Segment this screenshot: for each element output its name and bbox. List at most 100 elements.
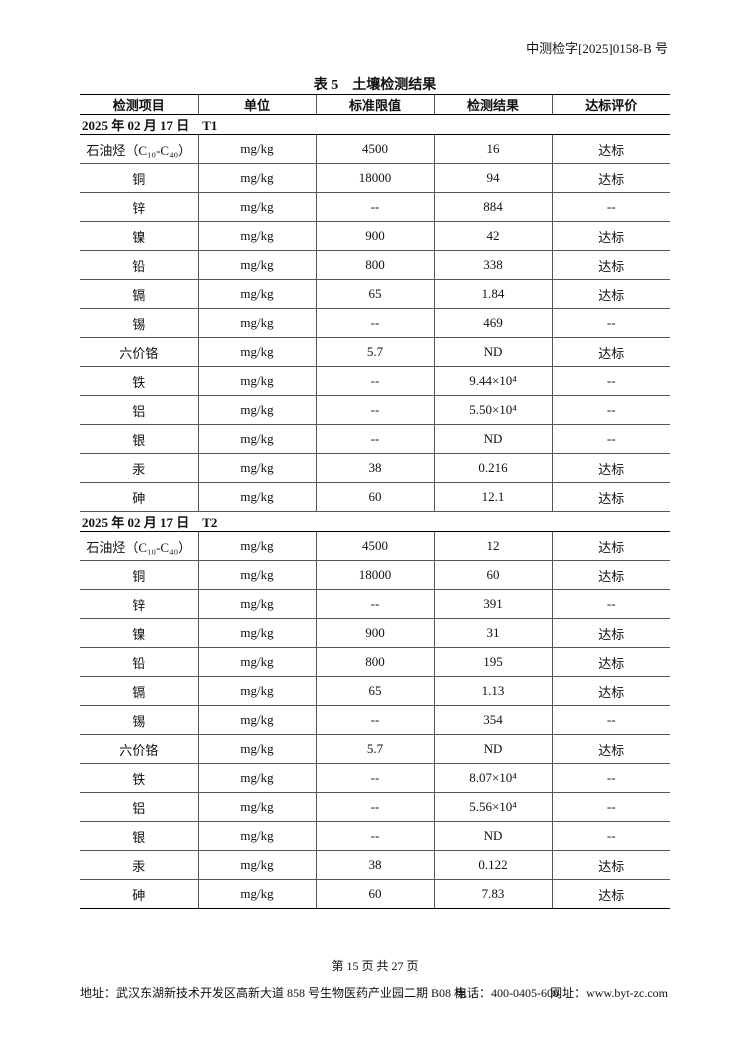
cell: 391 [433,589,552,619]
cell: 汞 [80,453,198,483]
cell: mg/kg [197,879,316,909]
cell: 六价铬 [80,734,198,764]
cell: 18000 [315,163,434,193]
data-row: 锌 mg/kg -- 391 -- [80,589,670,619]
cell: 镍 [80,221,198,251]
cell: 达标 [551,453,670,483]
cell: 1.84 [433,279,552,309]
cell: 锡 [80,308,198,338]
cell: 锌 [80,192,198,222]
cell: ND [433,337,552,367]
cell: mg/kg [197,424,316,454]
cell: -- [315,589,434,619]
section-row: 2025 年 02 月 17 日 T2 [80,511,670,532]
column-header: 检测结果 [433,94,552,115]
data-row: 银 mg/kg -- ND -- [80,424,670,454]
cell: 达标 [551,676,670,706]
cell: -- [551,763,670,793]
cell: 0.216 [433,453,552,483]
cell: 800 [315,250,434,280]
cell: 12.1 [433,482,552,512]
website: 网址：www.byt-zc.com [550,986,668,1000]
cell: mg/kg [197,647,316,677]
cell: mg/kg [197,676,316,706]
cell: 达标 [551,618,670,648]
cell: 达标 [551,879,670,909]
data-row: 铝 mg/kg -- 5.56×10⁴ -- [80,792,670,822]
report-number: 中测检字[2025]0158-B 号 [526,41,668,56]
cell: 达标 [551,647,670,677]
data-row: 铅 mg/kg 800 195 达标 [80,647,670,677]
cell: 银 [80,821,198,851]
cell: 38 [315,453,434,483]
cell: mg/kg [197,279,316,309]
cell: -- [551,192,670,222]
cell: -- [315,705,434,735]
data-row: 铜 mg/kg 18000 94 达标 [80,163,670,193]
cell: -- [551,366,670,396]
table-title: 表 5 土壤检测结果 [313,78,437,93]
cell: 达标 [551,279,670,309]
cell: 60 [315,879,434,909]
cell: 锡 [80,705,198,735]
cell: mg/kg [197,792,316,822]
cell: 5.56×10⁴ [433,792,552,822]
cell: mg/kg [197,308,316,338]
data-row: 镍 mg/kg 900 42 达标 [80,221,670,251]
cell: 六价铬 [80,337,198,367]
cell: 65 [315,279,434,309]
section-label: 2025 年 02 月 17 日 T1 [80,114,670,135]
column-header: 检测项目 [80,94,198,115]
cell: 0.122 [433,850,552,880]
cell: 铅 [80,647,198,677]
cell: -- [315,192,434,222]
cell: 884 [433,192,552,222]
cell: -- [551,589,670,619]
cell: 1.13 [433,676,552,706]
cell: mg/kg [197,192,316,222]
cell: 铝 [80,395,198,425]
cell: 达标 [551,531,670,561]
cell: mg/kg [197,734,316,764]
cell: mg/kg [197,763,316,793]
column-header: 达标评价 [551,94,670,115]
results-table: 检测项目 单位 标准限值 检测结果 达标评价 2025 年 02 月 17 日 T1 石油… [80,94,670,909]
cell: 铜 [80,560,198,590]
cell: mg/kg [197,618,316,648]
cell: mg/kg [197,589,316,619]
cell: 砷 [80,482,198,512]
data-row: 铝 mg/kg -- 5.50×10⁴ -- [80,395,670,425]
phone: 电话：400-0405-606 [455,986,559,1000]
cell: 4500 [315,134,434,164]
cell: 砷 [80,879,198,909]
cell: mg/kg [197,221,316,251]
cell: 达标 [551,221,670,251]
data-row: 镍 mg/kg 900 31 达标 [80,618,670,648]
cell: 469 [433,308,552,338]
cell: ND [433,821,552,851]
cell: 铝 [80,792,198,822]
cell: 达标 [551,163,670,193]
cell: mg/kg [197,395,316,425]
cell: 达标 [551,850,670,880]
cell: 354 [433,705,552,735]
cell: 31 [433,618,552,648]
data-row: 六价铬 mg/kg 5.7 ND 达标 [80,734,670,764]
cell: 5.7 [315,734,434,764]
data-row: 银 mg/kg -- ND -- [80,821,670,851]
cell: 9.44×10⁴ [433,366,552,396]
cell: mg/kg [197,531,316,561]
cell: -- [551,395,670,425]
cell: 达标 [551,560,670,590]
cell: 达标 [551,734,670,764]
data-row: 石油烃（C₁₀-C₄₀） mg/kg 4500 16 达标 [80,134,670,164]
cell: -- [315,395,434,425]
cell: ND [433,734,552,764]
cell: 铅 [80,250,198,280]
cell: mg/kg [197,163,316,193]
cell: 镉 [80,279,198,309]
cell: 16 [433,134,552,164]
page-number: 第 15 页 共 27 页 [331,959,419,973]
cell: 4500 [315,531,434,561]
data-row: 铁 mg/kg -- 8.07×10⁴ -- [80,763,670,793]
